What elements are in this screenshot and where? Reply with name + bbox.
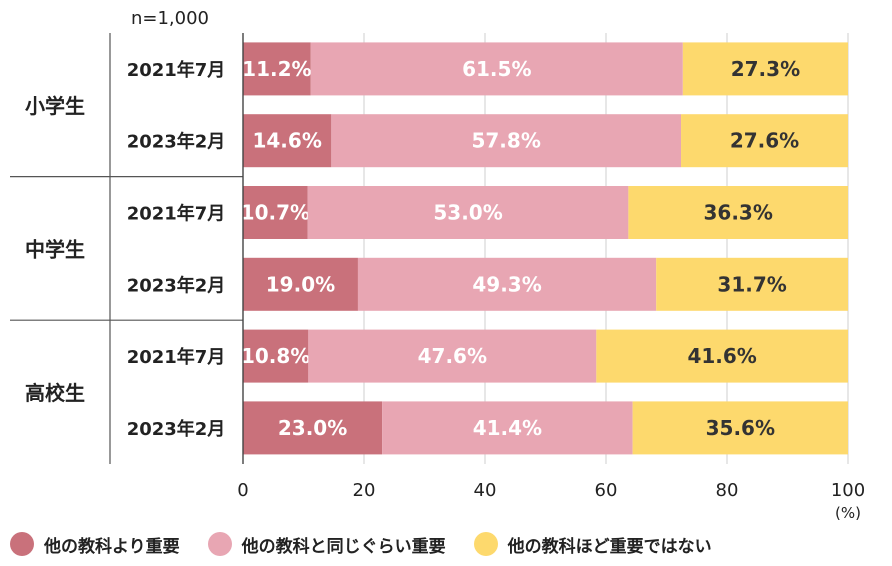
x-tick-label: 100 (831, 480, 865, 501)
bar-segment (243, 329, 309, 383)
x-tick-label: 40 (474, 480, 497, 501)
legend-label-equally-important: 他の教科と同じぐらい重要 (241, 536, 446, 557)
data-label: 31.7% (717, 272, 786, 296)
bar-segment (243, 114, 332, 168)
x-tick-label: 0 (237, 480, 248, 501)
row-label: 2023年2月 (127, 418, 226, 440)
row-label: 2023年2月 (127, 274, 226, 296)
legend-item-more-important: 他の教科より重要 (10, 532, 180, 557)
data-label: 23.0% (278, 416, 347, 440)
data-label: 27.6% (730, 129, 799, 153)
bar-segment (681, 114, 848, 168)
x-tick-label: 20 (353, 480, 376, 501)
data-label: 41.6% (687, 344, 756, 368)
group-label: 中学生 (25, 237, 85, 261)
bar-segment (682, 42, 848, 96)
x-unit-label: (%) (835, 504, 861, 522)
row-label: 2021年7月 (127, 346, 226, 368)
bar-segment (628, 186, 848, 239)
bar-segment (331, 114, 682, 168)
data-label: 53.0% (433, 201, 502, 225)
row-label: 2021年7月 (127, 203, 226, 225)
data-label: 49.3% (472, 272, 541, 296)
data-label: 19.0% (266, 272, 335, 296)
bar-segment (243, 401, 383, 455)
row-label: 2023年2月 (127, 131, 226, 153)
legend-dot-less-important (473, 532, 498, 556)
data-label: 27.3% (731, 57, 800, 81)
legend-label-more-important: 他の教科より重要 (44, 536, 180, 557)
bar-segment (382, 401, 633, 455)
data-label: 36.3% (703, 201, 772, 225)
legend-dot-equally-important (207, 532, 232, 556)
bar-segment (310, 42, 683, 96)
data-label: 10.7% (241, 201, 310, 225)
sample-size-note: n=1,000 (131, 8, 209, 29)
bar-segment (308, 329, 597, 383)
bar-segment (357, 257, 657, 311)
legend: 他の教科より重要 他の教科と同じぐらい重要 他の教科ほど重要ではない (10, 527, 740, 561)
x-tick-label: 80 (716, 480, 739, 501)
bar-segment (656, 257, 848, 311)
bar-segment (243, 186, 308, 239)
bar-segment (632, 401, 848, 455)
bar-segment (243, 42, 311, 96)
legend-label-less-important: 他の教科ほど重要ではない (507, 536, 712, 557)
group-label: 小学生 (25, 94, 85, 118)
data-label: 11.2% (242, 57, 311, 81)
bar-segment (307, 186, 629, 239)
data-label: 35.6% (706, 416, 775, 440)
data-label: 61.5% (462, 57, 531, 81)
x-tick-label: 60 (595, 480, 618, 501)
data-label: 57.8% (471, 129, 540, 153)
data-label: 47.6% (418, 344, 487, 368)
legend-item-less-important: 他の教科ほど重要ではない (473, 532, 712, 557)
data-label: 10.8% (241, 344, 310, 368)
legend-item-equally-important: 他の教科と同じぐらい重要 (207, 532, 446, 557)
row-label: 2021年7月 (127, 59, 226, 81)
data-label: 14.6% (252, 129, 321, 153)
bar-segment (243, 257, 358, 311)
legend-dot-more-important (10, 532, 34, 556)
bar-segment (596, 329, 848, 383)
group-label: 高校生 (25, 381, 85, 405)
data-label: 41.4% (473, 416, 542, 440)
